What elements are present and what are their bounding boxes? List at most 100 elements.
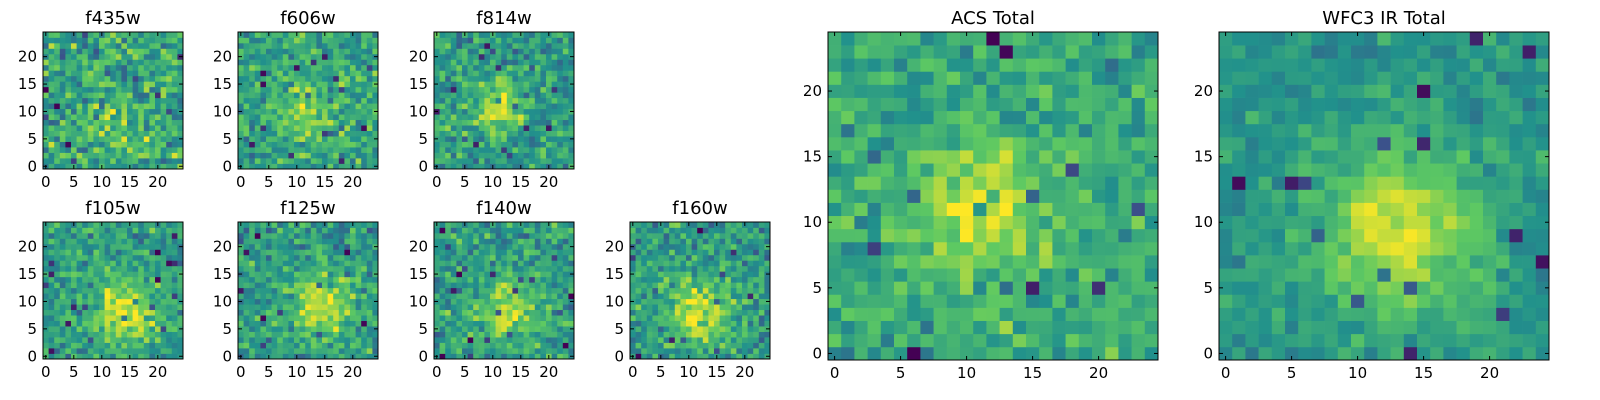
heatmap-cell xyxy=(557,282,564,289)
heatmap-cell xyxy=(557,326,564,332)
heatmap-cell xyxy=(361,249,368,256)
heatmap-cell xyxy=(473,141,480,148)
heatmap-cell xyxy=(82,163,89,170)
heatmap-cell xyxy=(445,48,452,55)
heatmap-cell xyxy=(43,309,49,316)
heatmap-cell xyxy=(171,92,178,99)
heatmap-cell xyxy=(277,304,284,311)
heatmap-cell xyxy=(680,348,687,354)
heatmap-cell xyxy=(350,125,356,131)
heatmap-cell xyxy=(652,238,659,245)
heatmap-cell xyxy=(540,282,547,289)
heatmap-cell xyxy=(149,97,156,104)
heatmap-cell xyxy=(99,304,105,311)
heatmap-cell xyxy=(104,293,111,300)
heatmap-cell xyxy=(361,298,368,305)
heatmap-cell xyxy=(288,92,295,99)
heatmap-cell xyxy=(87,271,94,278)
heatmap-cell xyxy=(277,158,284,164)
heatmap-cell xyxy=(166,282,173,289)
heatmap-cell xyxy=(115,158,122,164)
heatmap-cell xyxy=(238,86,244,93)
heatmap-cell xyxy=(266,86,272,93)
heatmap-cell xyxy=(1105,215,1119,230)
heatmap-cell xyxy=(372,331,379,338)
heatmap-cell xyxy=(366,271,373,278)
heatmap-cell xyxy=(523,293,530,300)
heatmap-cell xyxy=(288,227,295,234)
heatmap-cell xyxy=(171,287,178,294)
heatmap-cell xyxy=(110,48,117,55)
heatmap-cell xyxy=(355,81,362,88)
heatmap-cell xyxy=(907,176,921,190)
heatmap-cell xyxy=(736,304,743,311)
heatmap-cell xyxy=(65,75,72,82)
heatmap-cell xyxy=(501,97,508,104)
heatmap-cell xyxy=(490,141,496,148)
heatmap-cell xyxy=(529,75,536,82)
heatmap-cell xyxy=(76,348,83,354)
heatmap-cell xyxy=(93,114,100,121)
heatmap-cell xyxy=(568,331,575,338)
heatmap-cell xyxy=(238,92,244,99)
heatmap-cell xyxy=(641,282,648,289)
heatmap-cell xyxy=(132,353,139,360)
heatmap-cell xyxy=(143,227,150,234)
heatmap-cell xyxy=(933,176,948,190)
heatmap-cell xyxy=(467,64,474,71)
heatmap-cell xyxy=(445,232,452,239)
heatmap-cell xyxy=(149,103,156,110)
heatmap-cell xyxy=(546,315,552,321)
heatmap-cell xyxy=(87,249,94,256)
heatmap-cell xyxy=(166,114,173,121)
heatmap-cell xyxy=(260,108,267,115)
heatmap-cell xyxy=(562,141,569,148)
heatmap-cell xyxy=(327,163,334,170)
heatmap-cell xyxy=(456,232,463,239)
heatmap-cell xyxy=(171,103,178,110)
heatmap-cell xyxy=(254,282,261,289)
heatmap-cell xyxy=(121,81,128,88)
heatmap-cell xyxy=(243,81,250,88)
heatmap-cell xyxy=(59,227,66,234)
x-tick-label: 5 xyxy=(656,363,666,381)
heatmap-cell xyxy=(149,348,156,354)
heatmap-cell xyxy=(110,163,117,170)
heatmap-cell xyxy=(894,333,908,348)
heatmap-cell xyxy=(93,163,100,170)
heatmap-cell xyxy=(249,331,256,338)
heatmap-cell xyxy=(557,287,564,294)
heatmap-cell xyxy=(260,103,267,110)
heatmap-cell xyxy=(271,125,278,131)
heatmap-cell xyxy=(54,114,61,121)
heatmap-cell xyxy=(177,265,184,272)
heatmap-cell xyxy=(534,260,541,267)
heatmap-cell xyxy=(747,222,754,228)
heatmap-cell xyxy=(149,254,156,261)
heatmap-cell xyxy=(518,75,524,82)
heatmap-cell xyxy=(674,309,681,316)
heatmap-cell xyxy=(310,315,317,321)
heatmap-cell xyxy=(562,326,569,332)
heatmap-cell xyxy=(65,276,72,283)
panel-title: f160w xyxy=(672,198,727,219)
heatmap-cell xyxy=(322,141,328,148)
heatmap-cell xyxy=(1105,176,1119,190)
heatmap-cell xyxy=(495,48,502,55)
heatmap-cell xyxy=(708,309,715,316)
heatmap-cell xyxy=(540,119,547,126)
heatmap-cell xyxy=(960,241,974,256)
heatmap-cell xyxy=(48,342,55,349)
heatmap-cell xyxy=(484,249,491,256)
heatmap-cell xyxy=(121,238,128,245)
heatmap-cell xyxy=(894,255,908,269)
heatmap-cell xyxy=(93,337,100,343)
heatmap-cell xyxy=(473,227,480,234)
heatmap-cell xyxy=(534,125,541,131)
heatmap-cell xyxy=(48,337,55,343)
heatmap-cell xyxy=(445,158,452,164)
heatmap-cell xyxy=(177,97,184,104)
heatmap-cell xyxy=(551,293,558,300)
heatmap-cell xyxy=(76,141,83,148)
heatmap-cell xyxy=(43,86,49,93)
